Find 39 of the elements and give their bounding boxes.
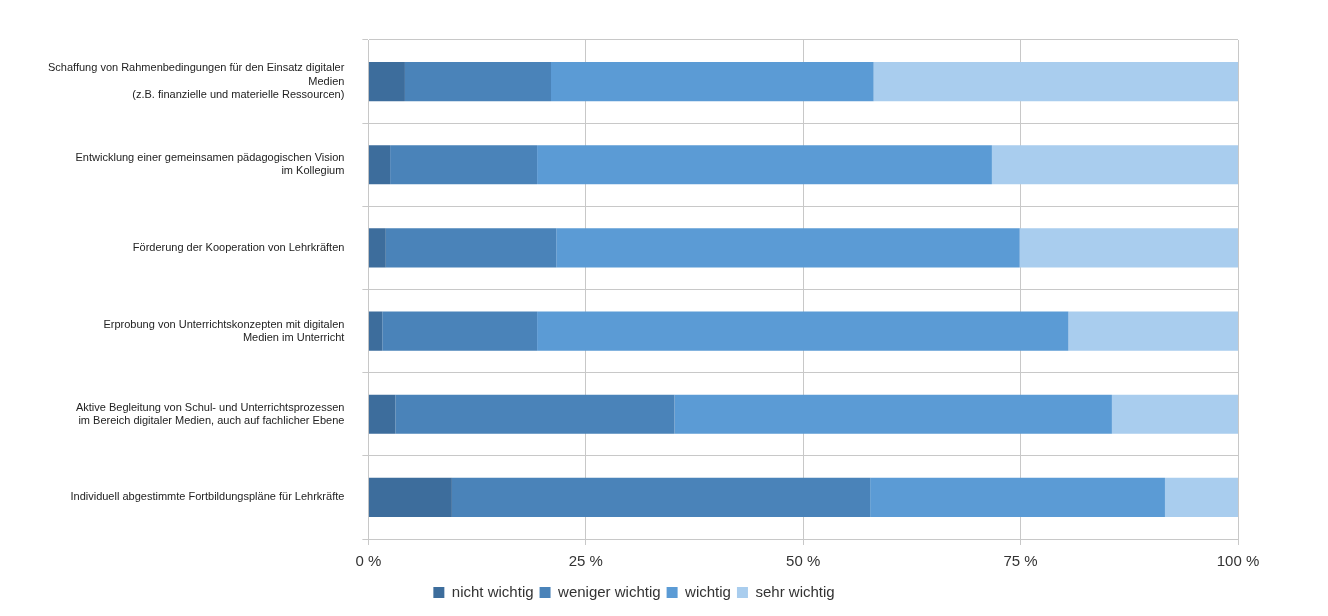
bar bbox=[368, 228, 386, 268]
y-tick-label: Individuell abgestimmte Fortbildungspläne für Lehrkräfte bbox=[70, 490, 345, 503]
bar bbox=[873, 62, 1238, 102]
legend-label: weniger wichtig bbox=[557, 582, 661, 600]
bar bbox=[870, 477, 1165, 517]
bar bbox=[991, 145, 1238, 185]
bar bbox=[1111, 394, 1238, 434]
bar bbox=[1019, 228, 1238, 268]
y-tick-label: Schaffung von Rahmenbedingungen für den Einsatz digitaler Medien (z.B. finanzielle und materielle Ressourcen) bbox=[47, 61, 345, 100]
x-tick-label: 0 % bbox=[355, 552, 382, 570]
y-tick-label: Erprobung von Unterrichtskonzepten mit digitalen Medien im Unterricht bbox=[103, 317, 345, 343]
bar bbox=[368, 145, 391, 185]
x-tick-label: 75 % bbox=[1003, 552, 1038, 570]
legend-label: wichtig bbox=[684, 582, 731, 600]
bar bbox=[537, 311, 1069, 351]
bar bbox=[537, 145, 992, 185]
bar bbox=[551, 62, 874, 102]
y-tick-label: Förderung der Kooperation von Lehrkräften bbox=[132, 240, 345, 253]
bar bbox=[390, 145, 538, 185]
bar bbox=[368, 62, 405, 102]
x-tick-label: 100 % bbox=[1216, 552, 1260, 570]
bar bbox=[1068, 311, 1238, 351]
legend-label: nicht wichtig bbox=[451, 582, 534, 600]
bar bbox=[395, 394, 675, 434]
bar bbox=[556, 228, 1020, 268]
bar bbox=[382, 311, 538, 351]
legend-label: sehr wichtig bbox=[755, 582, 835, 600]
bar bbox=[368, 394, 396, 434]
bar bbox=[404, 62, 552, 102]
y-tick-label: Entwicklung einer gemeinsamen pädagogischen Vision im Kollegium bbox=[75, 151, 345, 177]
bar bbox=[368, 477, 452, 517]
bar bbox=[368, 311, 383, 351]
bar bbox=[674, 394, 1112, 434]
bar bbox=[1164, 477, 1238, 517]
bar bbox=[385, 228, 557, 268]
bar bbox=[451, 477, 871, 517]
x-tick-label: 50 % bbox=[786, 552, 821, 570]
x-tick-label: 25 % bbox=[568, 552, 603, 570]
y-tick-label: Aktive Begleitung von Schul- und Unterrichtsprozessen im Bereich digitaler Medien, auch auf fachlicher Ebene bbox=[75, 400, 345, 426]
